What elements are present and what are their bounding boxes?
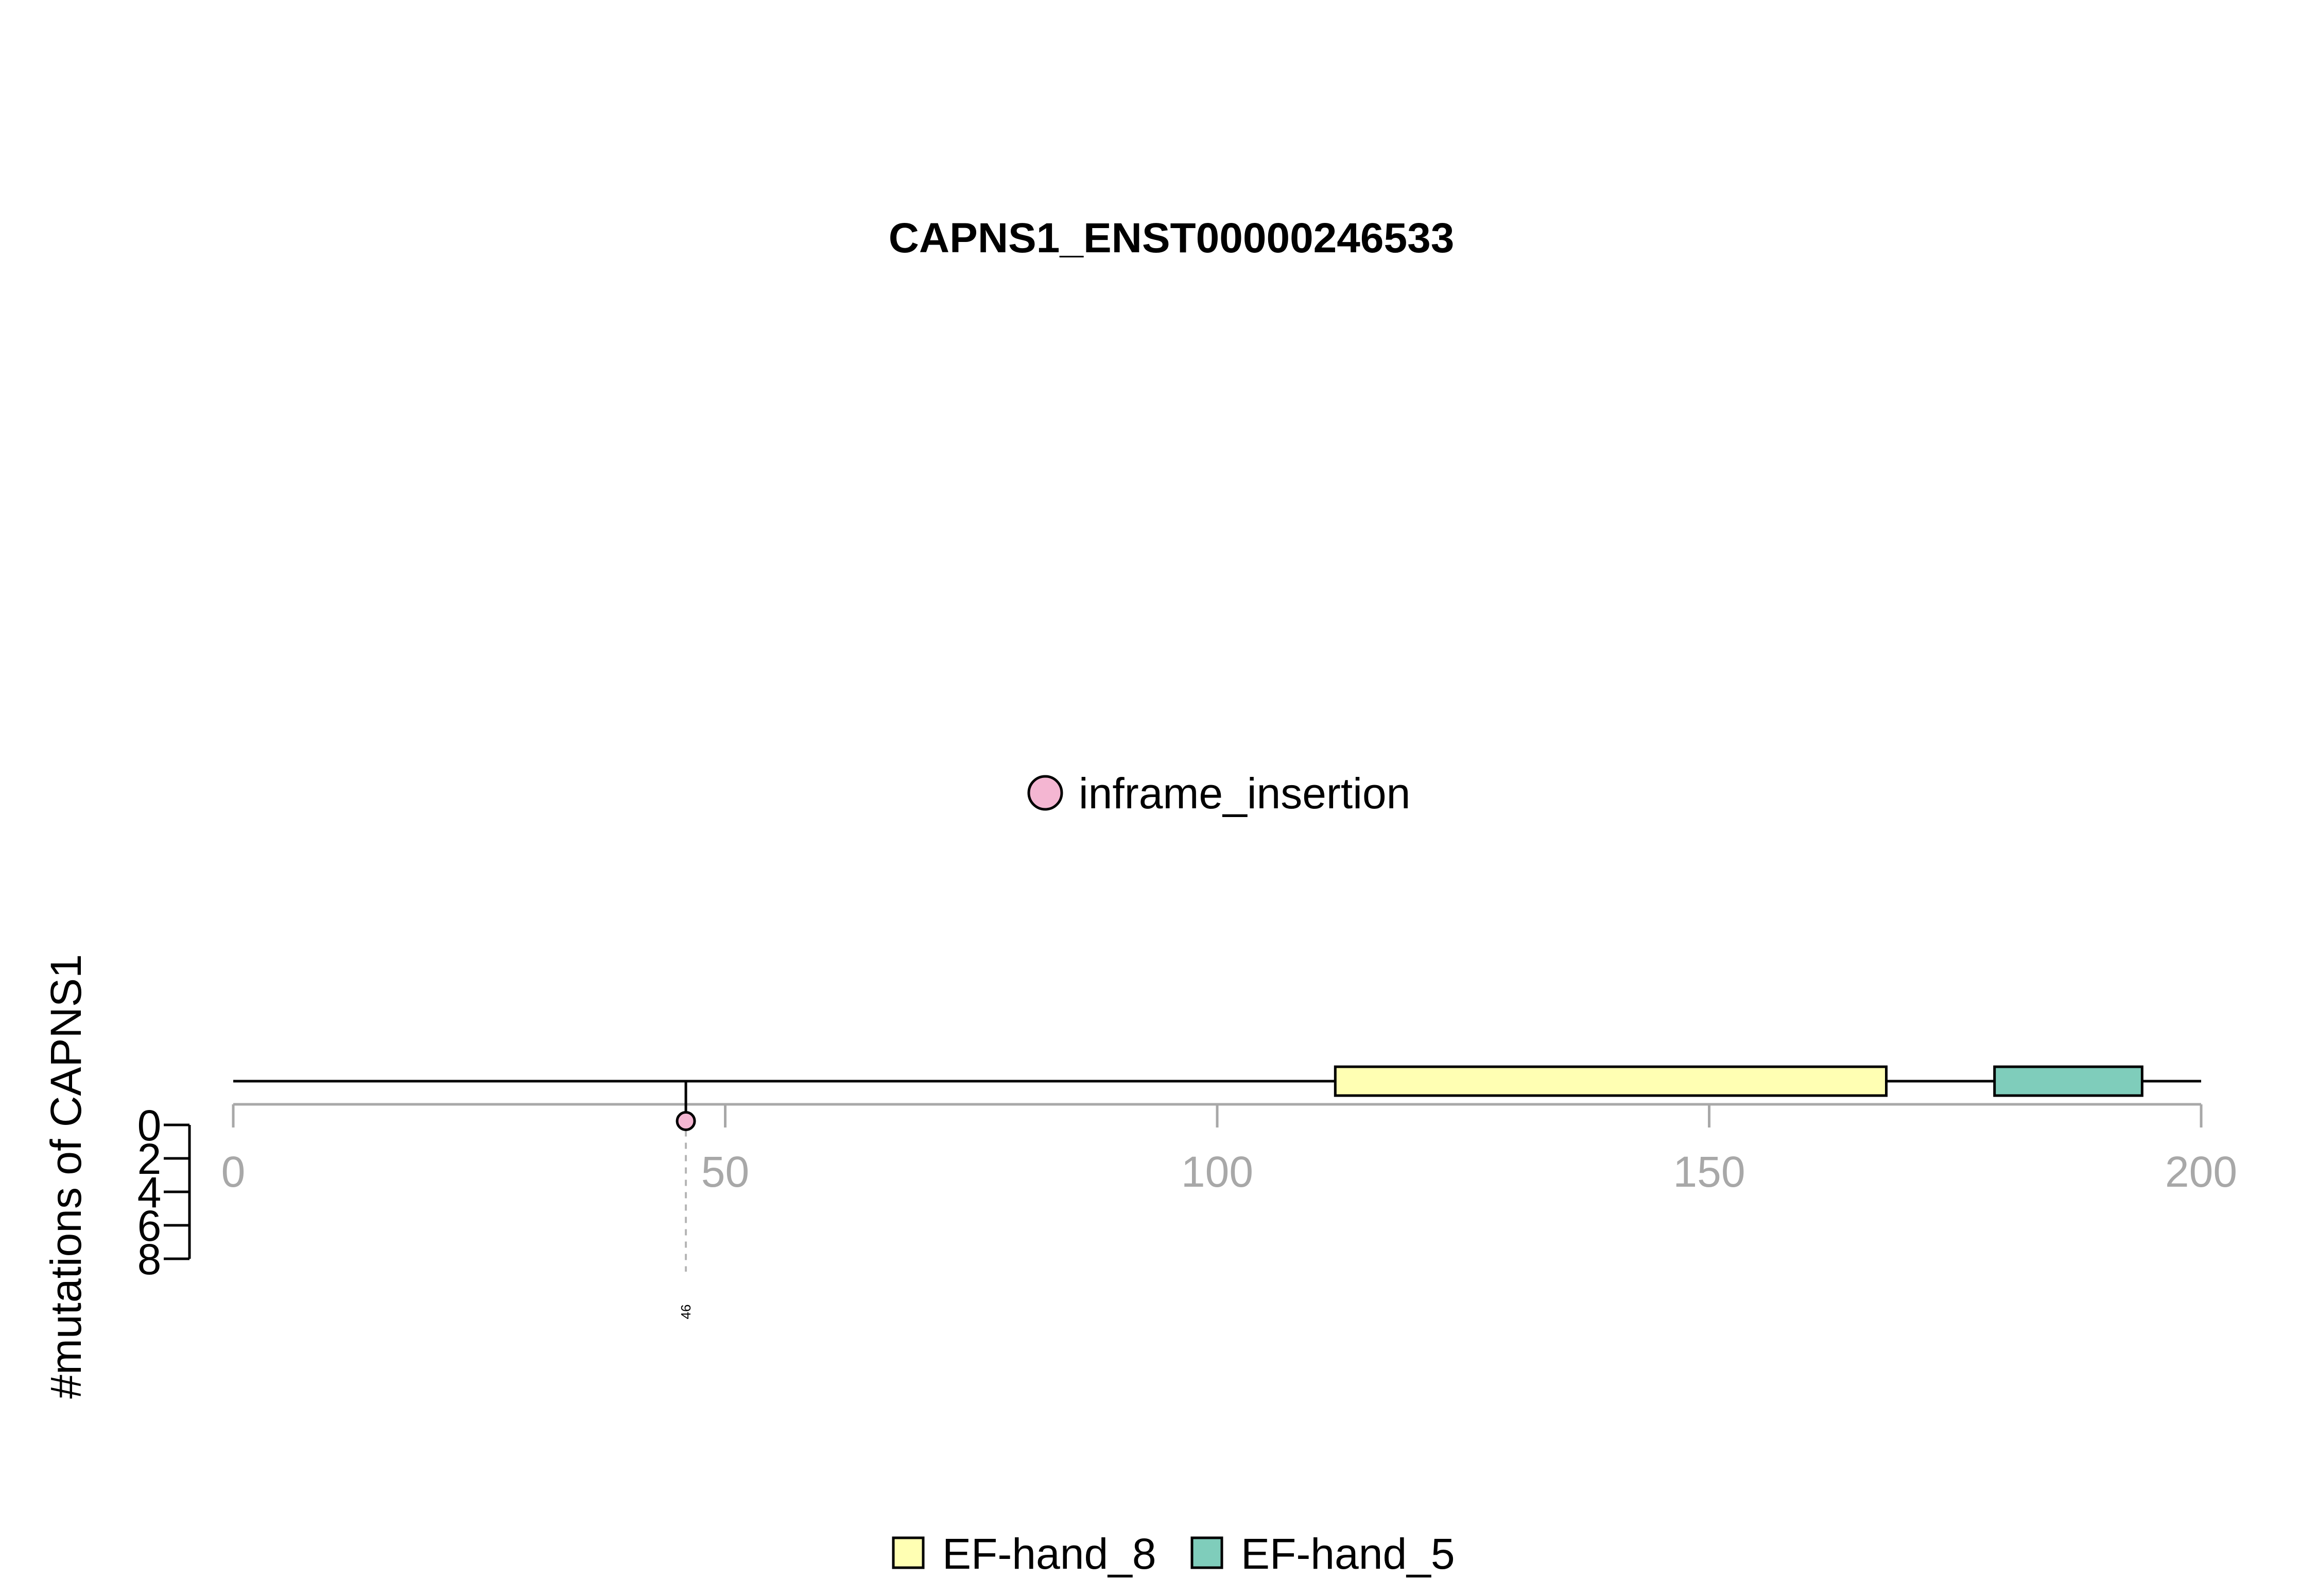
mutations: 46 <box>676 1081 696 1320</box>
legend-marker-inframe_insertion <box>1027 775 1063 811</box>
domains <box>1334 1065 2143 1097</box>
x-tick-label-100: 100 <box>1181 1148 1253 1196</box>
y-tick-label-8: 8 <box>137 1235 162 1283</box>
x-tick-label-50: 50 <box>701 1148 749 1196</box>
mutation-legend: inframe_insertion <box>1027 769 1410 818</box>
y-tick-label-6: 6 <box>137 1202 162 1250</box>
y-axis-label: #mutations of CAPNS1 <box>42 954 90 1399</box>
legend-swatch-EF-hand_8 <box>892 1536 925 1569</box>
y-tick-label-0: 0 <box>137 1101 162 1150</box>
y-tick-label-4: 4 <box>137 1168 162 1217</box>
x-axis: 0 50 100 150 200 <box>221 1103 2237 1196</box>
legend-label-inframe_insertion: inframe_insertion <box>1079 769 1410 818</box>
legend-swatch-EF-hand_5 <box>1190 1536 1223 1569</box>
chart-title: CAPNS1_ENST00000246533 <box>889 215 1455 262</box>
mutation-point-46 <box>676 1111 696 1131</box>
legend-label-EF-hand_8: EF-hand_8 <box>942 1530 1156 1578</box>
y-tick-label-2: 2 <box>137 1135 162 1183</box>
domain-EF-hand_5 <box>1993 1065 2143 1097</box>
x-tick-label-0: 0 <box>221 1148 246 1196</box>
domain-legend: EF-hand_8 EF-hand_5 <box>892 1530 1455 1578</box>
x-tick-label-200: 200 <box>2165 1148 2237 1196</box>
mutation-label-46: 46 <box>678 1305 694 1320</box>
legend-label-EF-hand_5: EF-hand_5 <box>1241 1530 1455 1578</box>
x-tick-label-150: 150 <box>1673 1148 1745 1196</box>
domain-EF-hand_8 <box>1334 1065 1888 1097</box>
